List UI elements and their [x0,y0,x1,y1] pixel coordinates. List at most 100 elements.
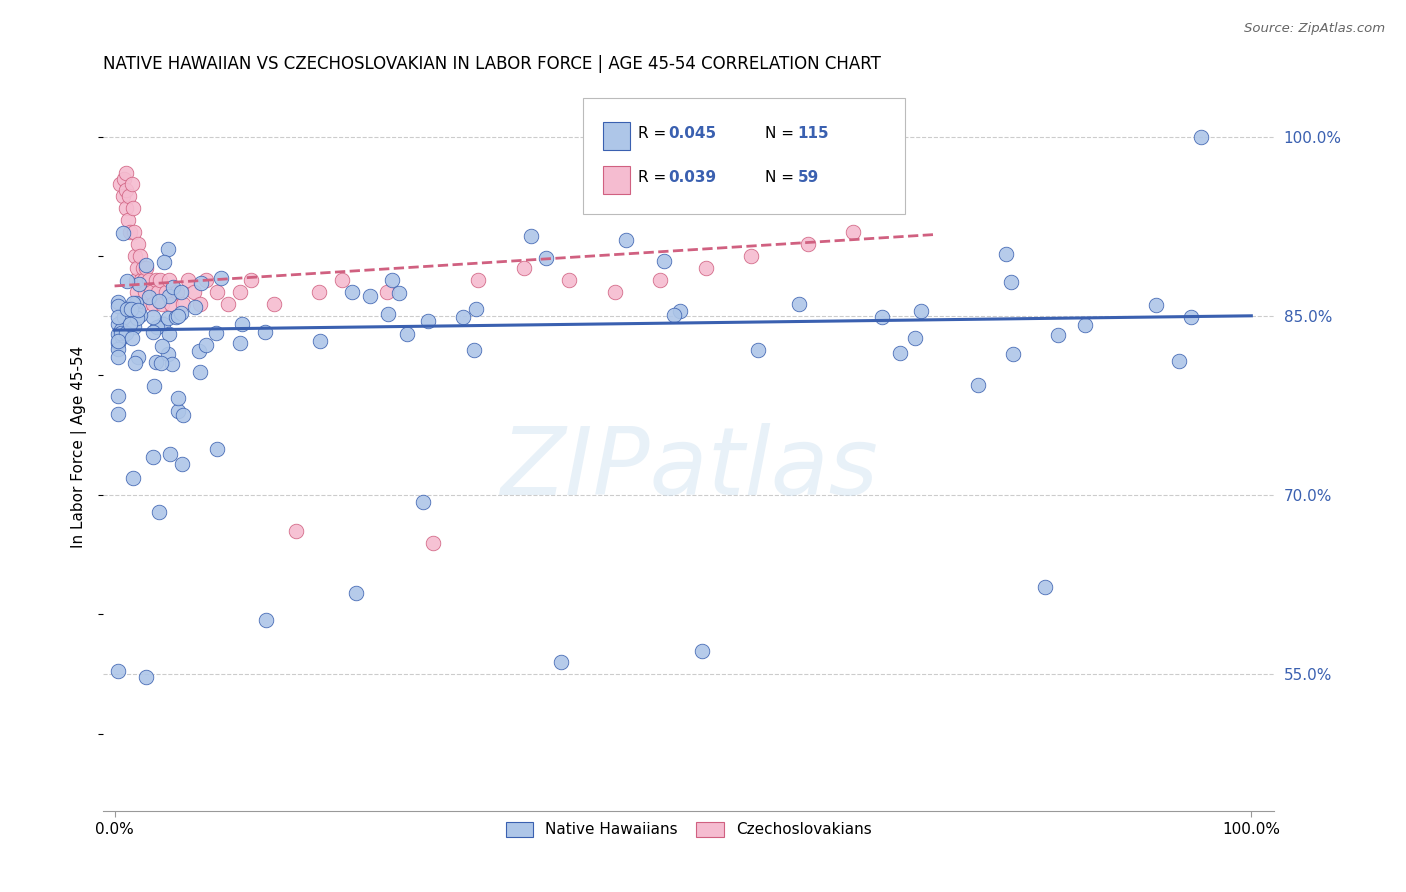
Point [157,273,180,287]
Point [162,280,184,294]
Point [112,310,135,324]
Point [115,202,138,216]
Point [107,294,129,309]
Legend: Native Hawaiians, Czechoslovakians: Native Hawaiians, Czechoslovakians [499,816,877,844]
Point [115,184,138,198]
Point [412,494,434,508]
Point [142,297,165,311]
Point [695,261,717,276]
Point [120,302,142,317]
Point [122,225,145,239]
Point [122,320,145,334]
Text: R =: R = [638,127,672,142]
Point [254,613,277,627]
Point [115,165,138,179]
Point [112,328,135,343]
Point [787,297,810,311]
Point [156,242,179,256]
Point [110,178,132,192]
Point [1167,354,1189,368]
Text: N =: N = [765,170,799,186]
Point [614,233,637,247]
Point [138,290,160,304]
Point [110,326,132,341]
Point [107,389,129,403]
Point [231,317,253,331]
Point [184,300,207,314]
Point [1189,129,1212,144]
Point [463,343,485,357]
Point [263,297,285,311]
Point [124,249,146,263]
Point [652,254,675,268]
Point [148,294,170,309]
Point [160,357,183,371]
Point [120,225,142,239]
Point [157,347,180,361]
Point [107,336,129,351]
Text: NATIVE HAWAIIAN VS CZECHOSLOVAKIAN IN LABOR FORCE | AGE 45-54 CORRELATION CHART: NATIVE HAWAIIAN VS CZECHOSLOVAKIAN IN LA… [103,55,882,73]
Point [740,249,762,263]
Text: Source: ZipAtlas.com: Source: ZipAtlas.com [1244,22,1385,36]
Point [157,288,180,302]
Point [107,665,129,679]
Point [107,326,129,341]
Point [121,331,143,345]
Point [172,409,194,423]
Point [188,297,211,311]
Point [662,309,685,323]
Point [107,407,129,421]
Point [107,342,129,356]
Point [146,285,169,299]
Point [127,261,149,276]
Point [668,303,690,318]
Point [187,343,209,358]
Point [166,285,188,299]
Point [904,331,927,345]
Point [205,326,228,340]
Point [111,189,134,203]
Y-axis label: In Labor Force | Age 45-54: In Labor Force | Age 45-54 [72,346,87,549]
Point [148,505,170,519]
Point [142,450,165,465]
Point [121,178,143,192]
Point [128,249,150,263]
Point [127,310,149,325]
Point [145,355,167,369]
Point [160,297,183,311]
Point [650,273,672,287]
Point [107,317,129,331]
Point [422,535,444,549]
Point [143,379,166,393]
Point [149,356,172,370]
Point [142,326,165,340]
Point [467,273,489,287]
Point [127,350,149,364]
Point [167,392,190,406]
Point [195,338,218,352]
Point [142,310,165,324]
Point [209,270,232,285]
Point [330,273,353,287]
Point [172,457,194,471]
Point [285,524,308,538]
Point [254,326,277,340]
Point [115,301,138,316]
Point [388,285,411,300]
Point [966,378,988,392]
Point [124,356,146,370]
Point [558,273,581,287]
Point [183,285,205,299]
Point [111,330,134,344]
Point [377,307,399,321]
FancyBboxPatch shape [583,97,905,214]
Point [152,317,174,331]
Point [134,273,156,287]
Point [519,228,541,243]
Point [229,335,252,350]
Point [129,273,152,287]
Point [747,343,769,358]
Point [170,285,193,300]
Point [156,310,179,325]
Point [188,365,211,379]
